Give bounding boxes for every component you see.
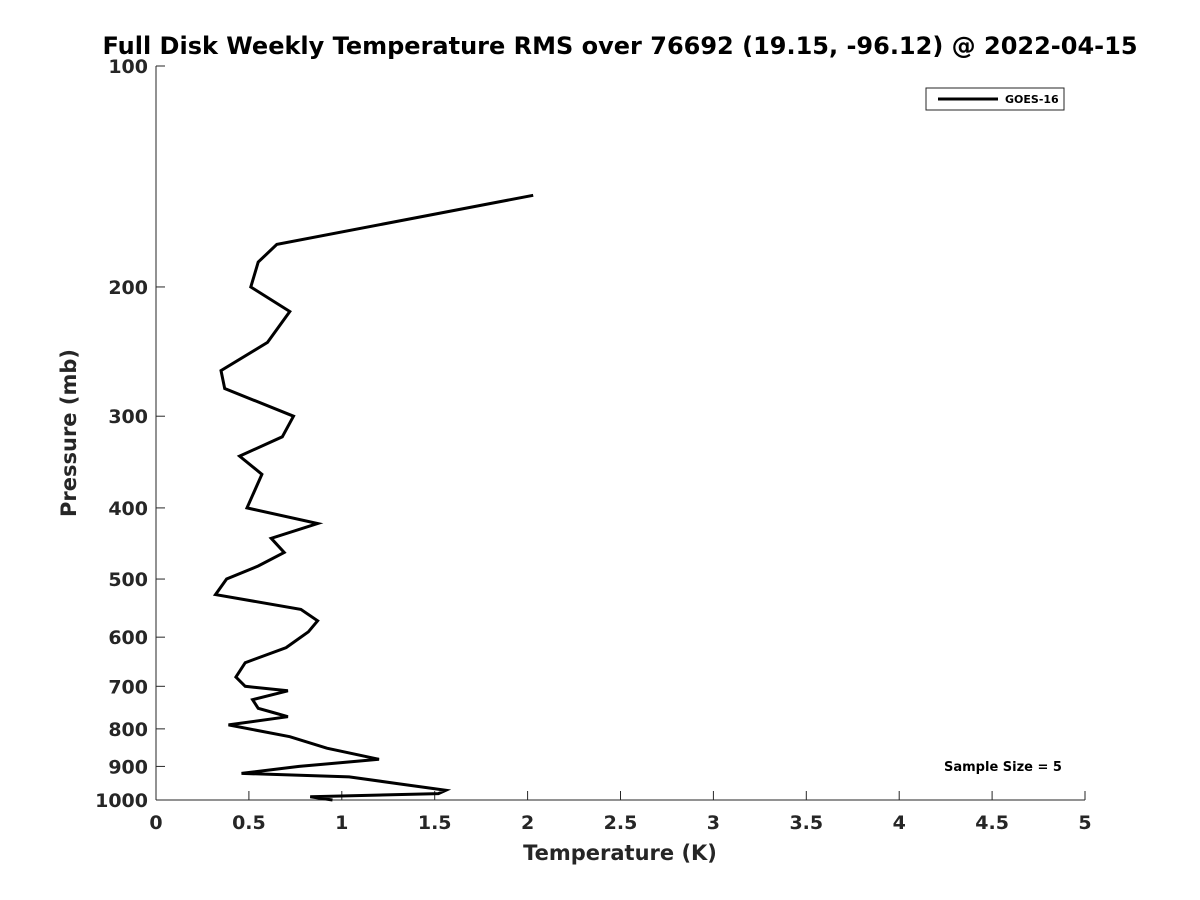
x-tick-label: 2.5 — [604, 812, 638, 834]
x-tick-label: 1 — [335, 812, 348, 834]
legend-label: GOES-16 — [1005, 93, 1059, 106]
x-tick-label: 3 — [707, 812, 720, 834]
y-tick-label: 100 — [108, 56, 148, 78]
x-tick-label: 4.5 — [975, 812, 1009, 834]
y-tick-label: 1000 — [95, 790, 148, 812]
y-tick-label: 600 — [108, 627, 148, 649]
x-tick-label: 1.5 — [418, 812, 452, 834]
x-tick-label: 0.5 — [232, 812, 266, 834]
series-layer — [212, 193, 534, 802]
series-line-0 — [212, 193, 534, 802]
x-axis-label: Temperature (K) — [523, 841, 717, 865]
x-tick-label: 3.5 — [789, 812, 823, 834]
legend: GOES-16 — [925, 87, 1065, 111]
x-tick-label: 0 — [149, 812, 162, 834]
y-tick-label: 300 — [108, 406, 148, 428]
y-tick-label: 200 — [108, 277, 148, 299]
y-tick-label: 800 — [108, 719, 148, 741]
y-tick-label: 900 — [108, 756, 148, 778]
x-tick-label: 2 — [521, 812, 534, 834]
y-tick-label: 500 — [108, 569, 148, 591]
chart-title: Full Disk Weekly Temperature RMS over 76… — [102, 32, 1137, 60]
x-tick-label: 4 — [893, 812, 906, 834]
y-axis-label: Pressure (mb) — [57, 349, 81, 517]
y-tick-label: 700 — [108, 676, 148, 698]
x-tick-label: 5 — [1078, 812, 1091, 834]
x-axis-ticks: 0 0.5 1 1.5 2 2.5 3 3.5 4 4.5 5 — [149, 791, 1092, 834]
y-tick-label: 400 — [108, 498, 148, 520]
y-axis-ticks: 100 200 300 400 500 600 700 800 900 1000 — [95, 56, 165, 812]
sample-size-annotation: Sample Size = 5 — [944, 760, 1062, 775]
